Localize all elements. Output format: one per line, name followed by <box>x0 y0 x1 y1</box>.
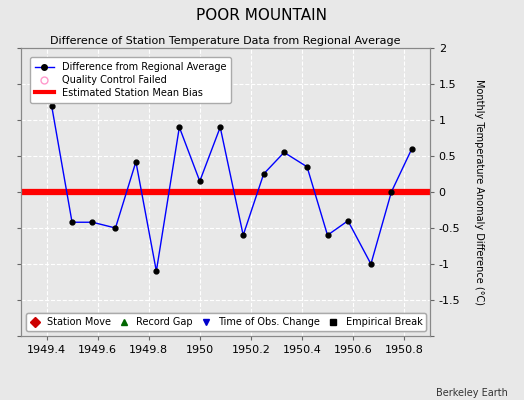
Title: Difference of Station Temperature Data from Regional Average: Difference of Station Temperature Data f… <box>50 36 400 46</box>
Legend: Station Move, Record Gap, Time of Obs. Change, Empirical Break: Station Move, Record Gap, Time of Obs. C… <box>26 313 426 331</box>
Y-axis label: Monthly Temperature Anomaly Difference (°C): Monthly Temperature Anomaly Difference (… <box>474 79 484 305</box>
Text: Berkeley Earth: Berkeley Earth <box>436 388 508 398</box>
Text: POOR MOUNTAIN: POOR MOUNTAIN <box>196 8 328 23</box>
